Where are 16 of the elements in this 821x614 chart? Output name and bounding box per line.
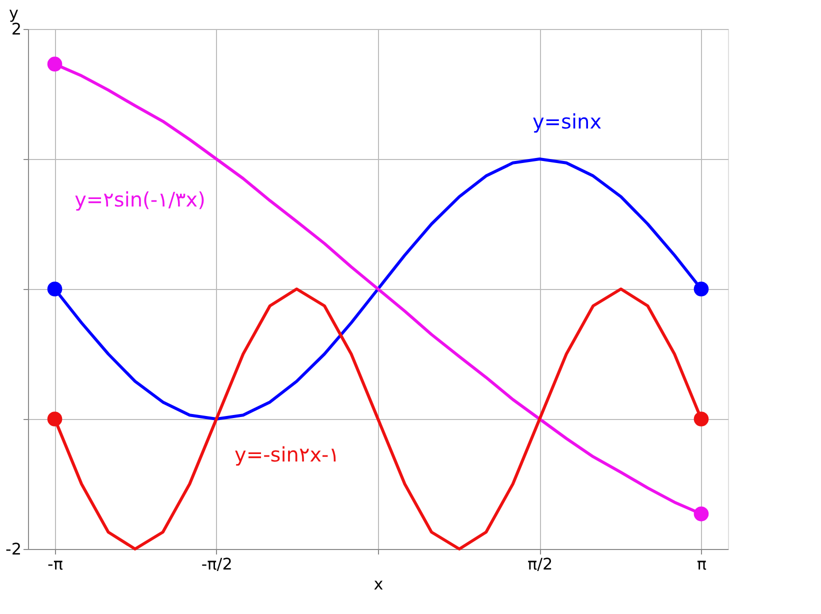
annotation: y=-sin۲x-۱ bbox=[234, 442, 340, 466]
y-axis-title: y bbox=[9, 4, 18, 22]
point bbox=[47, 412, 62, 426]
annotation: y=sinx bbox=[532, 110, 602, 134]
point bbox=[694, 506, 709, 522]
point bbox=[47, 282, 62, 296]
annotation: y=۲sin(-۱/۳x) bbox=[74, 188, 206, 212]
x-tick-label: -π/2 bbox=[201, 554, 232, 574]
y-tick-label: -2 bbox=[6, 540, 22, 558]
x-tick-label: π/2 bbox=[528, 554, 553, 574]
x-axis-title: x bbox=[374, 574, 384, 594]
x-tick-label: -π bbox=[48, 554, 64, 574]
x-tick-label: π bbox=[696, 554, 707, 574]
point bbox=[694, 282, 709, 296]
point bbox=[694, 412, 709, 426]
point bbox=[47, 56, 62, 72]
